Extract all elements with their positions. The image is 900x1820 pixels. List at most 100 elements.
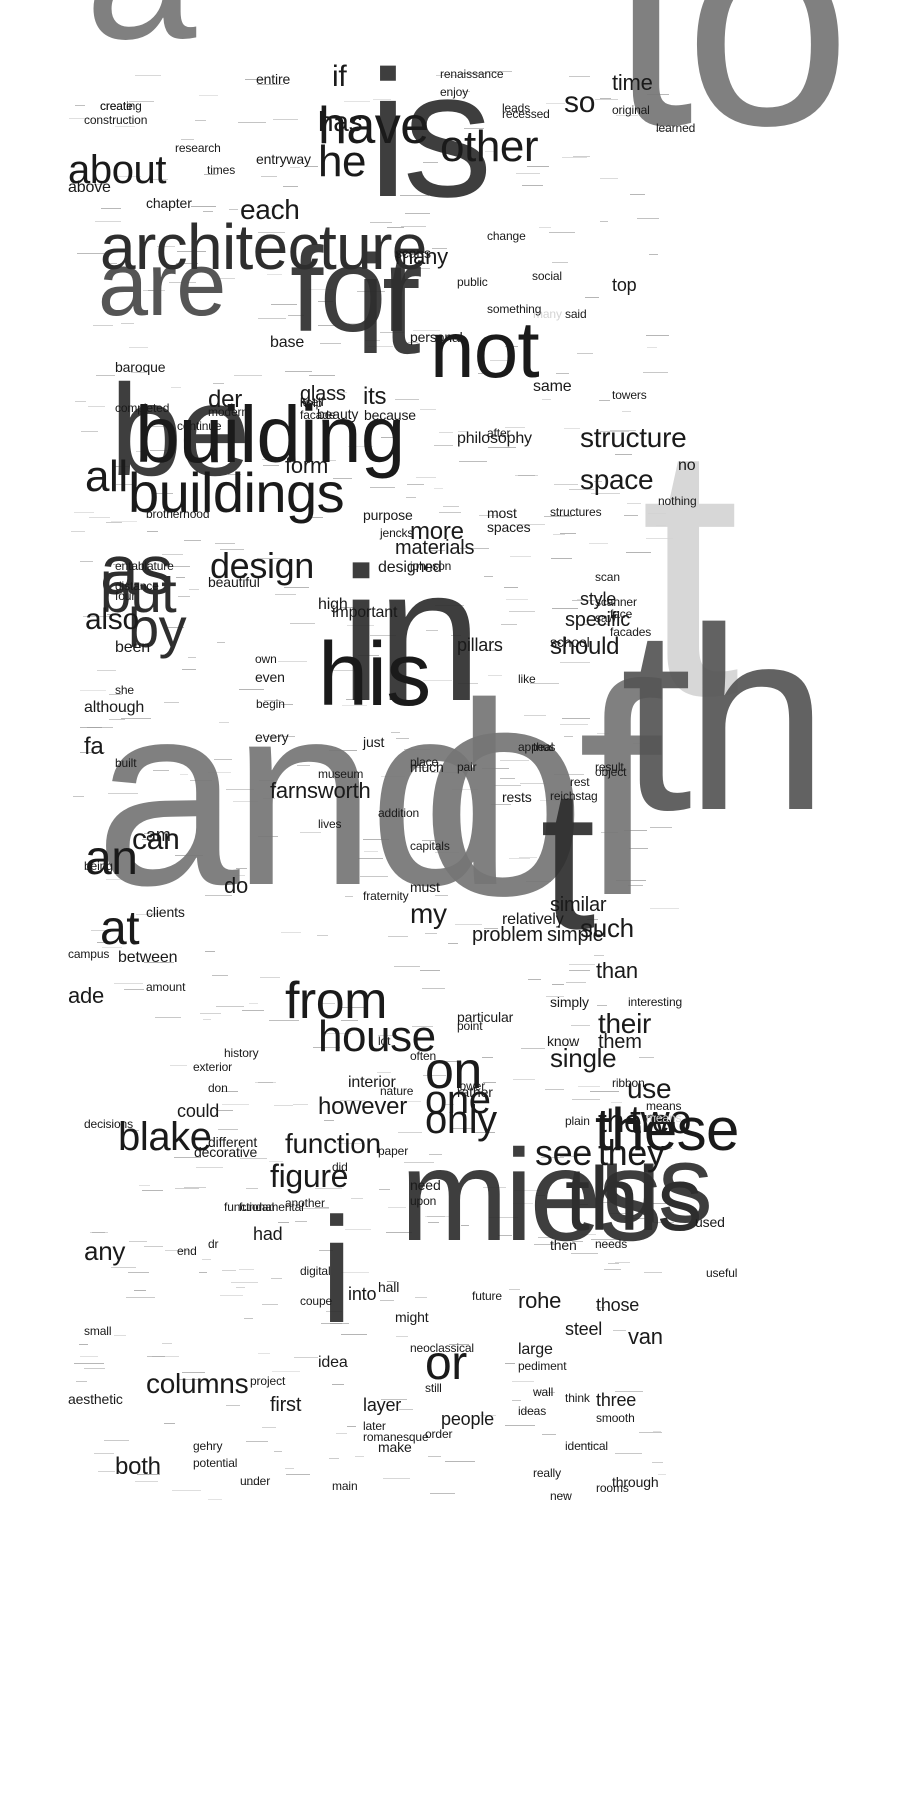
cloud-word: beautiful (208, 574, 260, 590)
filler-word (482, 767, 509, 769)
filler-word (187, 656, 197, 658)
filler-word (155, 1016, 182, 1018)
filler-word (180, 139, 194, 141)
filler-word (623, 1217, 647, 1219)
cloud-word: saw (595, 611, 616, 625)
filler-word (504, 426, 526, 428)
filler-word (104, 1440, 129, 1442)
cloud-word: can (132, 823, 180, 856)
cloud-word: us (600, 1123, 713, 1246)
filler-word (216, 641, 226, 643)
filler-word (340, 606, 355, 608)
cloud-word: simple (547, 924, 604, 946)
cloud-word: fa (84, 733, 104, 760)
cloud-word: into (348, 1284, 377, 1304)
filler-word (589, 542, 609, 544)
filler-word (364, 339, 381, 341)
filler-word (113, 564, 124, 566)
filler-word (610, 1101, 623, 1103)
filler-word (341, 1007, 366, 1009)
filler-word (135, 451, 148, 453)
filler-word (168, 282, 197, 284)
filler-word (75, 400, 86, 402)
filler-word (261, 1303, 279, 1305)
filler-word (95, 220, 121, 222)
cloud-word: think (565, 1391, 590, 1405)
filler-word (447, 943, 458, 944)
filler-word (153, 770, 169, 772)
filler-word (167, 627, 185, 629)
filler-word (79, 1343, 88, 1345)
cloud-word: fundamental (239, 1200, 304, 1214)
cloud-word: rather (457, 1084, 493, 1100)
filler-word (650, 827, 672, 829)
filler-word (369, 487, 396, 489)
filler-word (196, 1167, 223, 1169)
cloud-word: am (146, 825, 171, 845)
filler-word (131, 371, 148, 373)
filler-word (407, 484, 424, 486)
filler-word (638, 1432, 662, 1434)
filler-word (320, 1323, 343, 1325)
filler-word (517, 474, 535, 476)
cloud-word: need (410, 1177, 441, 1193)
filler-word (552, 515, 579, 516)
filler-word (579, 623, 609, 625)
cloud-word: completed (115, 401, 170, 415)
cloud-word: after (487, 426, 511, 440)
cloud-word: figure (270, 1158, 349, 1194)
filler-word (148, 290, 158, 291)
cloud-word: interesting (628, 995, 683, 1009)
filler-word (258, 780, 274, 781)
cloud-word: rooms (596, 1481, 629, 1495)
filler-word (527, 979, 542, 981)
filler-word (386, 1231, 413, 1233)
filler-word (559, 1155, 579, 1157)
filler-word (340, 1099, 366, 1101)
filler-word (194, 119, 207, 121)
cloud-word: same (533, 378, 572, 395)
filler-word (522, 184, 544, 186)
filler-word (400, 195, 429, 196)
cloud-word: even (255, 669, 285, 685)
filler-word (74, 1362, 104, 1364)
filler-word (213, 383, 224, 385)
filler-word (269, 1161, 284, 1163)
filler-word (372, 98, 392, 100)
filler-word (357, 858, 384, 859)
filler-word (146, 1356, 165, 1358)
filler-word (358, 654, 379, 656)
filler-word (380, 437, 393, 438)
cloud-word: design (210, 545, 314, 586)
cloud-word: been (115, 639, 150, 656)
filler-word (288, 315, 305, 317)
filler-word (404, 749, 431, 751)
cloud-word: built (115, 756, 137, 770)
filler-word (346, 698, 366, 700)
filler-word (615, 1391, 644, 1393)
filler-word (387, 226, 405, 228)
filler-word (190, 206, 216, 208)
filler-word (274, 1105, 294, 1107)
filler-word (612, 1329, 627, 1331)
filler-word (271, 1370, 301, 1372)
cloud-word: important (332, 604, 398, 621)
filler-word (143, 832, 161, 834)
cloud-word: scanner (595, 595, 637, 609)
filler-word (627, 502, 642, 504)
cloud-word: research (175, 141, 221, 155)
filler-word (458, 683, 479, 685)
cloud-word: digital (300, 1264, 331, 1278)
cloud-word: should (550, 633, 620, 660)
filler-word (526, 880, 551, 882)
cloud-word: by (128, 596, 187, 659)
filler-word (314, 1188, 342, 1190)
cloud-word: decorative (194, 1144, 258, 1160)
filler-word (297, 764, 310, 766)
cloud-word: entablature (115, 559, 174, 573)
filler-word (154, 492, 174, 494)
filler-word (356, 291, 386, 292)
filler-word (378, 1189, 390, 1191)
cloud-word: problem (472, 924, 543, 946)
filler-word (179, 774, 189, 776)
